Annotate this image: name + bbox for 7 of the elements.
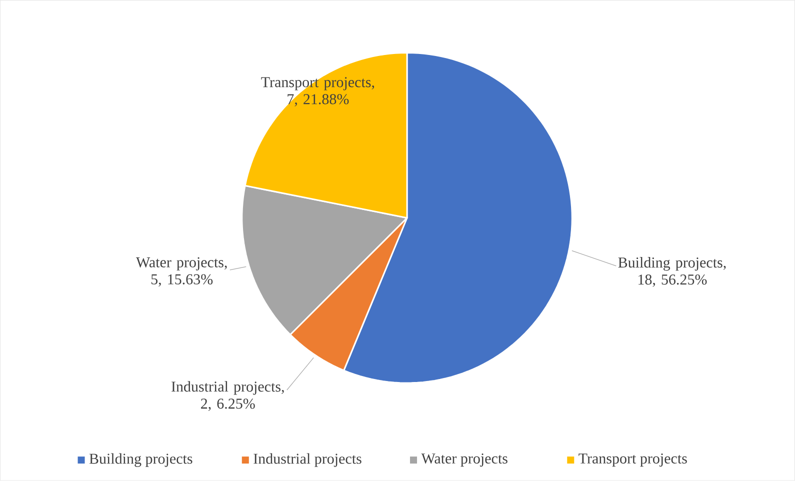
legend-label: Industrial projects [254,453,362,467]
legend-label: Water projects [421,454,508,467]
data-label: Water projects, 5, 15.63% [136,257,227,287]
data-label: Building projects, 18, 56.25% [618,257,726,287]
legend-label: Building projects [89,453,192,467]
legend-label: Transport projects [578,454,687,467]
data-label: Industrial projects, 2, 6.25% [172,381,284,411]
